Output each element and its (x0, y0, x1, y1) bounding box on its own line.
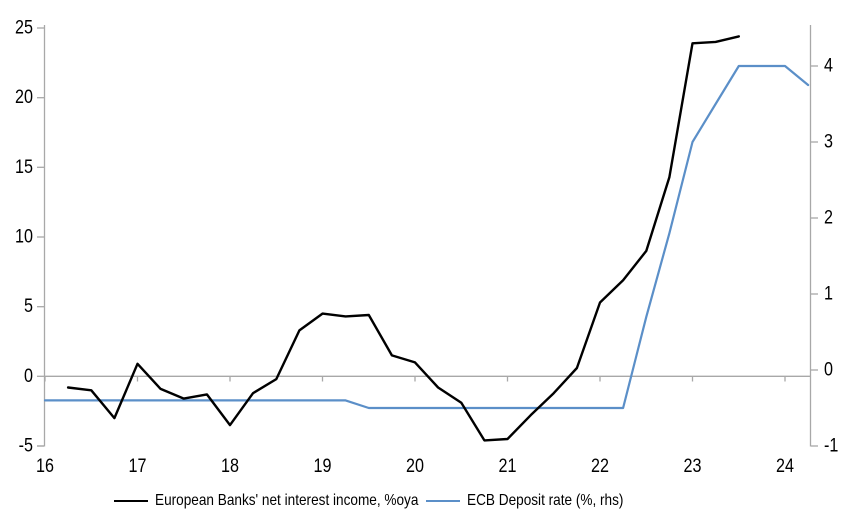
right-axis-tick-label: 1 (824, 282, 833, 304)
x-axis-tick-label: 22 (591, 455, 609, 477)
x-axis-tick-label: 21 (499, 455, 517, 477)
legend-label-nii: European Banks' net interest income, %oy… (155, 492, 419, 509)
ecb-rate-series-line (43, 64, 810, 410)
x-axis-tick-label: 24 (776, 455, 794, 477)
x-axis-tick-label: 17 (129, 455, 147, 477)
right-axis-tick-label: 4 (824, 54, 833, 76)
legend-item-ecb: ECB Deposit rate (%, rhs) (426, 492, 651, 509)
x-axis-tick-label: 19 (314, 455, 332, 477)
right-axis-tick-label: 3 (824, 130, 833, 152)
ecb-line-swatch (426, 500, 460, 502)
right-axis-ticks: 4 3 2 1 0 -1 (811, 54, 838, 456)
left-axis-tick-label: 20 (15, 86, 33, 108)
right-axis-tick-label: 2 (824, 206, 833, 228)
left-axis-tick-label: 15 (15, 156, 33, 178)
right-axis-tick-label: 0 (824, 358, 833, 380)
x-axis-tick-label: 18 (221, 455, 239, 477)
legend-label-ecb: ECB Deposit rate (%, rhs) (467, 492, 624, 509)
x-axis-tick-label: 20 (406, 455, 424, 477)
left-axis-tick-label: 0 (24, 365, 33, 387)
left-axis-tick-label: 5 (24, 295, 33, 317)
x-axis-tick-label: 16 (36, 455, 54, 477)
x-axis-ticks: 16 17 18 19 20 21 22 23 24 (36, 376, 794, 476)
left-axis-tick-label: -5 (19, 434, 34, 456)
right-axis-tick-label: -1 (824, 434, 838, 456)
nii-series-line (66, 35, 740, 442)
legend-item-nii: European Banks' net interest income, %oy… (114, 492, 465, 509)
left-axis-ticks: 25 20 15 10 5 0 -5 (15, 16, 44, 456)
left-axis-tick-label: 25 (15, 16, 33, 38)
x-axis-tick-label: 23 (684, 455, 702, 477)
nii-line-swatch (114, 500, 148, 502)
left-axis-tick-label: 10 (15, 225, 33, 247)
